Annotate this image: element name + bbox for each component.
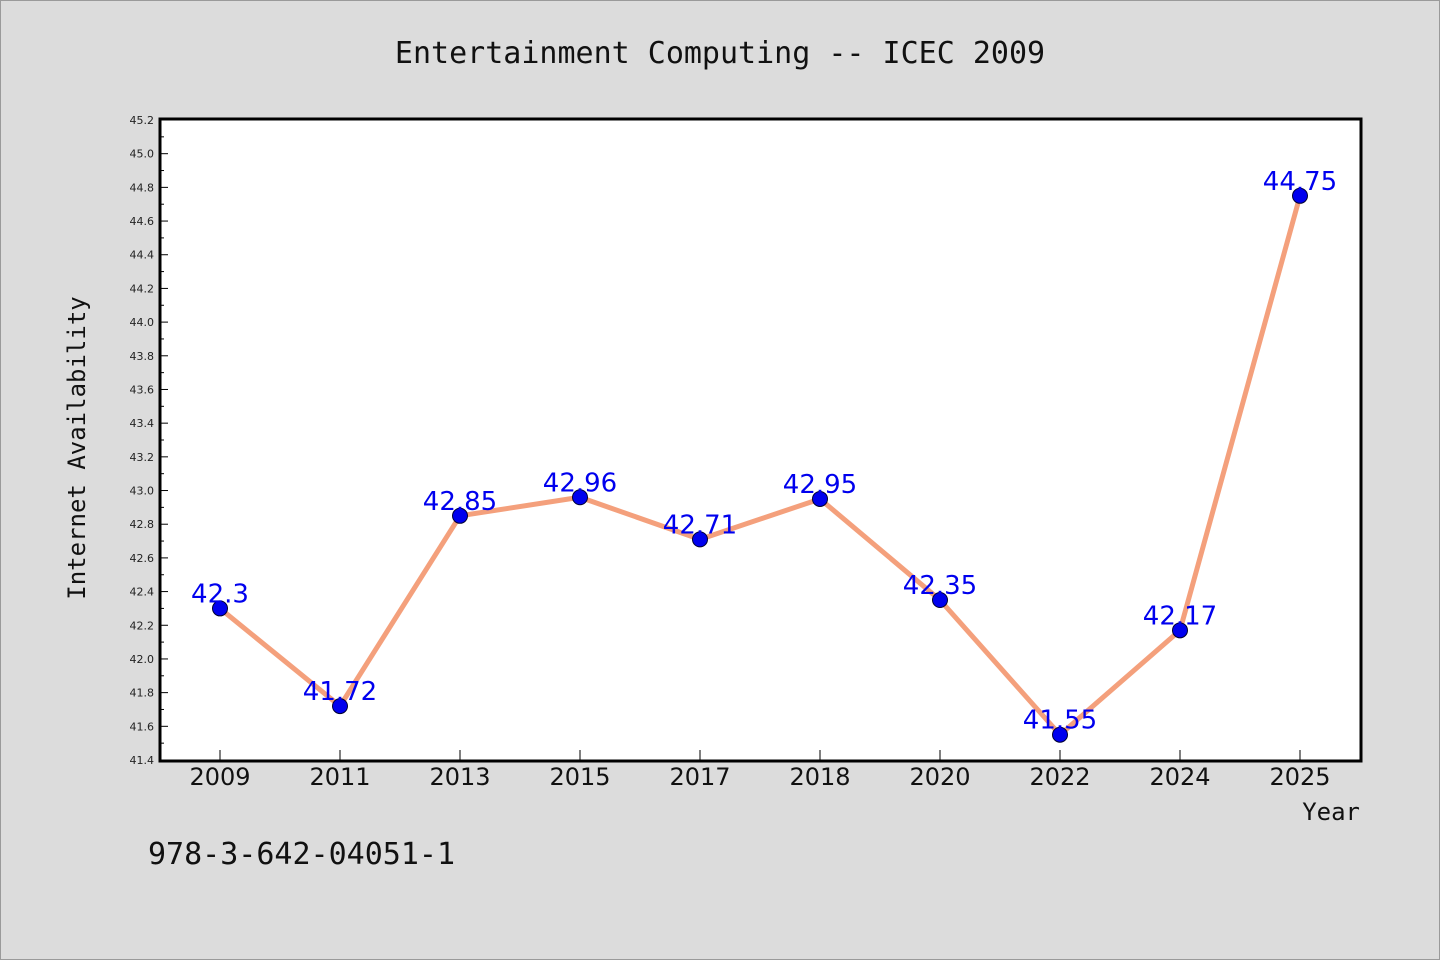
x-axis: 2009 2011 2013 2015 2017 2018 2020 2022 2024 2025: [189, 750, 1331, 791]
x-tick-label: 2022: [1029, 763, 1090, 791]
plot-area: [160, 119, 1361, 761]
y-tick-label: 45.0: [130, 148, 155, 161]
x-tick-label: 2025: [1269, 763, 1330, 791]
y-tick-label: 41.4: [130, 754, 155, 767]
y-tick-label: 43.6: [130, 383, 155, 396]
x-tick-label: 2015: [549, 763, 610, 791]
data-point: [332, 698, 348, 715]
y-tick-label: 43.0: [130, 485, 155, 498]
y-tick-label: 43.8: [130, 350, 155, 363]
y-tick-label: 42.0: [130, 653, 155, 666]
data-label: 42.35: [903, 571, 977, 601]
y-tick-label: 42.8: [130, 518, 155, 531]
data-label: 41.55: [1023, 706, 1097, 736]
data-label: 42.17: [1143, 601, 1217, 631]
data-label: 42.71: [663, 510, 737, 540]
plot-border: [158, 117, 1363, 763]
y-tick-label: 44.0: [130, 316, 155, 329]
y-tick-label: 44.2: [130, 282, 155, 295]
y-tick-label: 44.4: [130, 249, 155, 262]
data-label: 41.72: [303, 677, 377, 707]
data-label: 42.95: [783, 470, 857, 500]
data-point: [1172, 622, 1188, 639]
data-point: [812, 490, 828, 507]
series-line: [217, 193, 1303, 738]
data-labels: 42.3 41.72 42.85 42.96 42.71 42.95 42.35 41.55 4…: [191, 167, 1337, 736]
x-tick-label: 2009: [189, 763, 250, 791]
y-tick-label: 45.2: [130, 114, 155, 127]
data-point: [1292, 187, 1308, 204]
data-point: [932, 592, 948, 608]
isbn-label: 978-3-642-04051-1: [148, 837, 455, 872]
data-point: [572, 489, 588, 506]
x-tick-label: 2020: [909, 763, 970, 791]
data-point: [1052, 726, 1068, 743]
data-point: [212, 600, 228, 617]
y-tick-label: 44.8: [130, 181, 155, 194]
x-axis-title: Year: [1302, 798, 1360, 826]
x-tick-label: 2011: [309, 763, 370, 791]
data-label: 44.75: [1263, 167, 1337, 197]
x-tick-label: 2024: [1149, 763, 1210, 791]
x-tick-label: 2013: [429, 763, 490, 791]
y-tick-label: 41.6: [130, 720, 155, 733]
data-point: [692, 531, 708, 548]
x-tick-label: 2018: [789, 763, 850, 791]
data-label: 42.3: [191, 579, 249, 609]
y-tick-label: 43.2: [130, 451, 155, 464]
y-tick-label: 44.6: [130, 215, 155, 228]
chart-title: Entertainment Computing -- ICEC 2009: [395, 36, 1045, 71]
y-axis-title: Internet Availability: [63, 296, 91, 599]
x-tick-label: 2017: [669, 763, 730, 791]
data-point: [452, 507, 468, 524]
y-tick-label: 42.4: [130, 586, 155, 599]
series-markers: [212, 187, 1308, 743]
y-tick-label: 43.4: [130, 417, 155, 430]
data-label: 42.85: [423, 487, 497, 517]
data-label: 42.96: [543, 468, 617, 498]
y-tick-label: 42.2: [130, 619, 155, 632]
y-tick-label: 42.6: [130, 552, 155, 565]
y-tick-label: 41.8: [130, 687, 155, 700]
